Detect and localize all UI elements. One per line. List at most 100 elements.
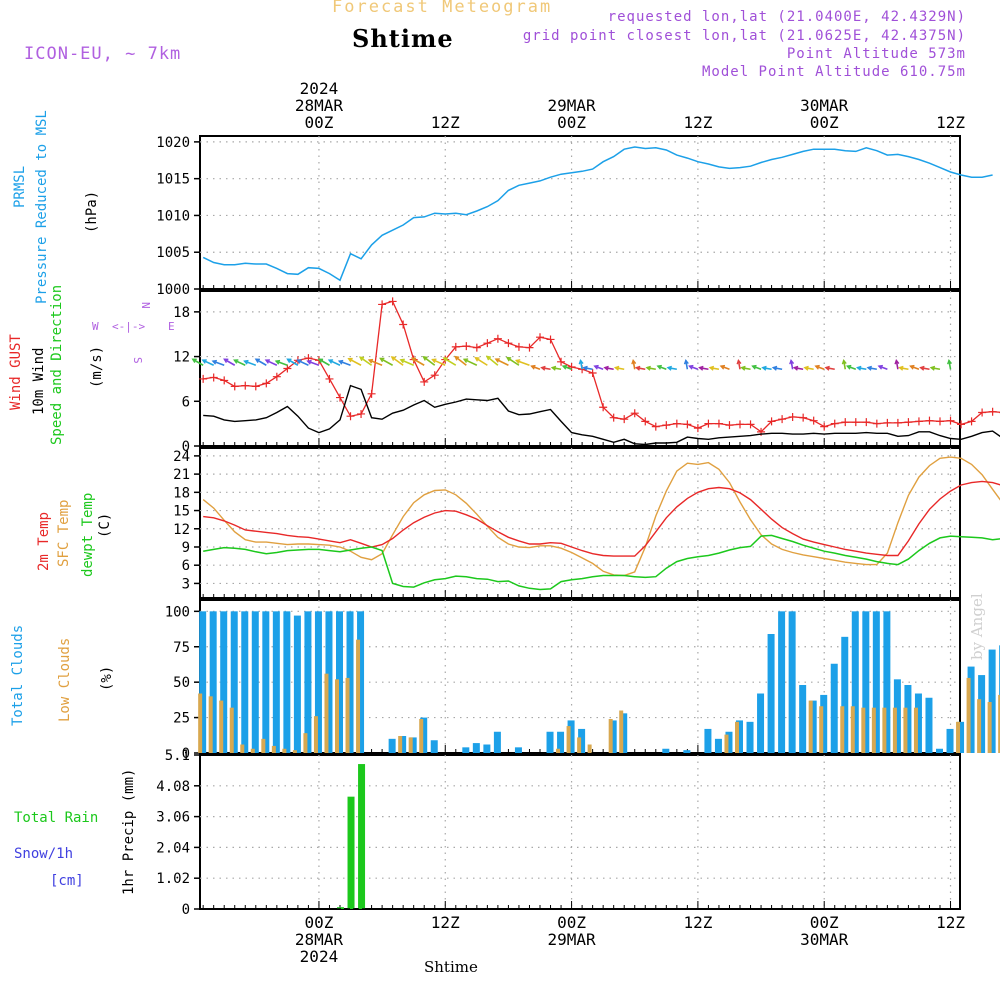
low-clouds-bar [208, 696, 213, 753]
wind-direction-arrow [475, 357, 488, 366]
total-clouds-bar [251, 611, 259, 753]
wind-direction-arrow [287, 358, 299, 366]
gust-marker [725, 421, 734, 430]
wind-direction-arrow [265, 359, 278, 366]
time-axis-label: 00Z [557, 113, 587, 132]
wind-arrow-head [514, 359, 521, 364]
gust-marker [388, 297, 397, 306]
prmsl-desc-label: Pressure Reduced to MSL [34, 110, 50, 304]
y-tick-label: 2.04 [156, 840, 190, 856]
total-clouds-bar [314, 611, 322, 753]
gust-marker [904, 418, 913, 427]
y-tick-label: 3.06 [156, 810, 190, 826]
wind-arrow-head [736, 358, 742, 365]
wind-arrow-head [656, 364, 662, 370]
time-axis-label: 00Z [304, 113, 334, 132]
gust-marker [978, 408, 987, 417]
wind-direction-arrow [359, 356, 373, 366]
wind-direction-arrow [368, 359, 383, 366]
panel-1: 0 6 12 18 [173, 290, 961, 455]
y-tick-label: 21 [173, 467, 190, 483]
panel-4: 0 1.02 2.04 3.06 4.08 5.1 [156, 748, 961, 918]
wind-arrow-head [485, 355, 492, 361]
y-tick-label: 6 [182, 558, 190, 574]
point-altitude: Point Altitude 573m [786, 46, 966, 62]
gust-marker [241, 381, 250, 390]
gust-marker [346, 412, 355, 421]
wind-arrow-head [919, 365, 925, 371]
total-clouds-bar [620, 713, 628, 753]
total-clouds-bar [462, 747, 470, 753]
total-clouds-bar [914, 693, 922, 753]
y-tick-label: 1010 [156, 208, 190, 224]
low-clouds-bar [861, 707, 866, 753]
wind-line [203, 384, 1000, 446]
gust-marker [820, 422, 829, 431]
low-clouds-bar [198, 693, 203, 753]
wind-arrow-head [894, 358, 900, 365]
chart-subtitle: Forecast Meteogram [332, 0, 553, 17]
wind-direction-arrow [847, 365, 857, 370]
time-axis-label: 12Z [430, 913, 460, 932]
footer-location: Shtime [424, 958, 478, 976]
wind-arrow-head [223, 358, 229, 364]
total-clouds-bar [736, 720, 743, 753]
total-clouds-bar [757, 693, 765, 753]
wind-arrow-head [505, 356, 512, 362]
wind-direction-arrow [699, 366, 709, 371]
wind-arrow-head [898, 365, 904, 371]
y-tick-label: 3 [182, 576, 190, 592]
low-clouds-bar [292, 750, 297, 753]
wind-arrow-head [530, 364, 536, 370]
low-clouds-bar [282, 748, 287, 753]
dewpt-line [203, 534, 1000, 591]
wind-direction-arrow [463, 358, 478, 366]
temp-2m-label: 2m Temp [36, 511, 52, 571]
y-tick-label: 18 [173, 485, 190, 501]
low-clouds-bar [335, 679, 339, 753]
wind-direction-arrow [910, 365, 920, 370]
wind-arrow-head [454, 355, 460, 361]
low-clouds-bar [987, 702, 992, 753]
y-tick-label: 25 [173, 711, 190, 727]
total-clouds-bar [483, 744, 491, 753]
wind-direction-arrow [379, 357, 394, 366]
gust-marker [788, 412, 797, 421]
total-clouds-bar [683, 750, 691, 753]
total-clouds-bar [409, 737, 417, 753]
low-clouds-bar [587, 744, 592, 753]
wind-arrow-head [634, 365, 641, 371]
gust-marker [620, 415, 629, 424]
low-clouds-bar [577, 737, 582, 753]
compass-arrows: <-|-> [112, 320, 145, 333]
gust-marker [862, 418, 871, 427]
total-clouds-bar [946, 728, 954, 753]
total-clouds-bar [472, 743, 480, 753]
wind-arrow-head [683, 358, 689, 365]
compass-s: S [131, 357, 144, 364]
total-clouds-bar [493, 731, 501, 753]
prmsl-label: PRMSL [12, 165, 28, 208]
wind-arrow-head [603, 365, 609, 371]
wind-arrow-head [201, 359, 207, 364]
y-tick-label: 6 [182, 394, 190, 410]
wind-arrow-head [550, 365, 557, 371]
gust-marker [683, 420, 692, 429]
wind-direction-arrow [689, 365, 699, 370]
y-tick-label: 24 [173, 449, 190, 465]
gust-marker [872, 419, 881, 428]
low-clouds-bar [345, 677, 350, 753]
low-clouds-bar [892, 707, 897, 753]
total-clouds-bar [357, 611, 365, 753]
gust-marker [272, 372, 281, 381]
wind-direction-arrow [192, 358, 204, 366]
total-clouds-bar [704, 728, 712, 753]
wind-arrow-head [814, 364, 820, 370]
total-clouds-bar [336, 611, 343, 753]
time-axis-label: 29MAR [547, 930, 596, 949]
gust-marker [588, 368, 597, 377]
gust-marker [420, 377, 429, 386]
low-clouds-bar [250, 748, 255, 753]
total-clouds-bar [430, 740, 438, 753]
y-tick-label: 75 [173, 640, 190, 656]
